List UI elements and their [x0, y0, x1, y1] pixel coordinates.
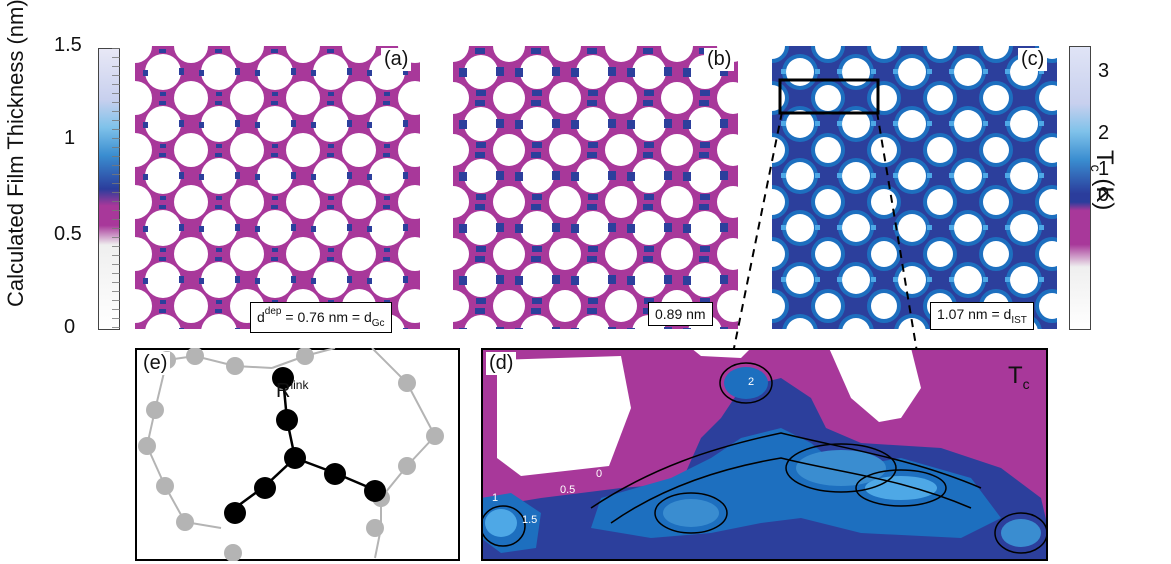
right-axis-title-unit: (K) [1091, 171, 1118, 211]
panel-a-label: (a) [381, 48, 412, 71]
panel-e-label: (e) [140, 352, 171, 375]
panel-d-label: (d) [486, 352, 517, 375]
panel-d-contour [481, 348, 1048, 561]
panel-b-map [453, 46, 738, 329]
contour-label-0: 0 [596, 468, 603, 480]
panel-b-label: (b) [704, 48, 735, 71]
right-tick-1: 1 [1098, 158, 1110, 180]
zoom-box [778, 78, 880, 115]
panel-a-inset-d: d [257, 309, 265, 325]
contour-label-0.5: 0.5 [560, 484, 576, 496]
panel-a-map [135, 46, 420, 329]
right-axis-title: Tc (K) [1088, 150, 1118, 210]
panel-c-map [772, 46, 1057, 329]
panel-a-inset-sup: dep [264, 306, 282, 317]
left-axis-title: Calculated Film Thickness (nm) [3, 0, 28, 307]
rlink-label: Rlink [276, 378, 308, 403]
right-tick-2: 2 [1098, 122, 1110, 144]
contour-label-2: 2 [748, 376, 755, 388]
panel-e-network [135, 348, 460, 561]
left-tick-0.5: 0.5 [54, 223, 82, 245]
contour-label-1.5: 1.5 [522, 514, 538, 526]
right-tick-3: 3 [1098, 60, 1110, 82]
left-tick-1.5: 1.5 [54, 34, 82, 56]
left-tick-1: 1 [64, 127, 76, 149]
panel-d-tc: Tc [1008, 362, 1030, 392]
panel-c-inset: 1.07 nm = dIST [930, 302, 1034, 330]
right-colorbar [1069, 46, 1091, 330]
rlink-sup: link [290, 378, 309, 392]
left-tick-0: 0 [64, 316, 76, 338]
panel-d-tc-sub: c [1022, 376, 1030, 392]
contour-label-1: 1 [492, 492, 499, 504]
right-axis-title-t: T [1091, 150, 1118, 165]
right-axis-title-sub: c [1088, 164, 1104, 172]
panel-c-inset-sub: IST [1011, 315, 1027, 326]
panel-a-inset-mid: = 0.76 nm = d [281, 309, 372, 325]
panel-c-inset-text: 1.07 nm = d [937, 306, 1012, 322]
rlink-r: R [276, 380, 291, 402]
right-tick-0: 0 [1098, 184, 1110, 206]
panel-c-label: (c) [1018, 48, 1048, 71]
panel-d-tc-t: T [1008, 362, 1023, 389]
panel-a-inset-sub: Gc [371, 318, 385, 329]
zoom-lines [731, 111, 919, 359]
panel-a-inset: ddep = 0.76 nm = dGc [250, 302, 392, 333]
panel-b-inset: 0.89 nm [648, 302, 713, 326]
left-colorbar-ticks [112, 48, 120, 328]
